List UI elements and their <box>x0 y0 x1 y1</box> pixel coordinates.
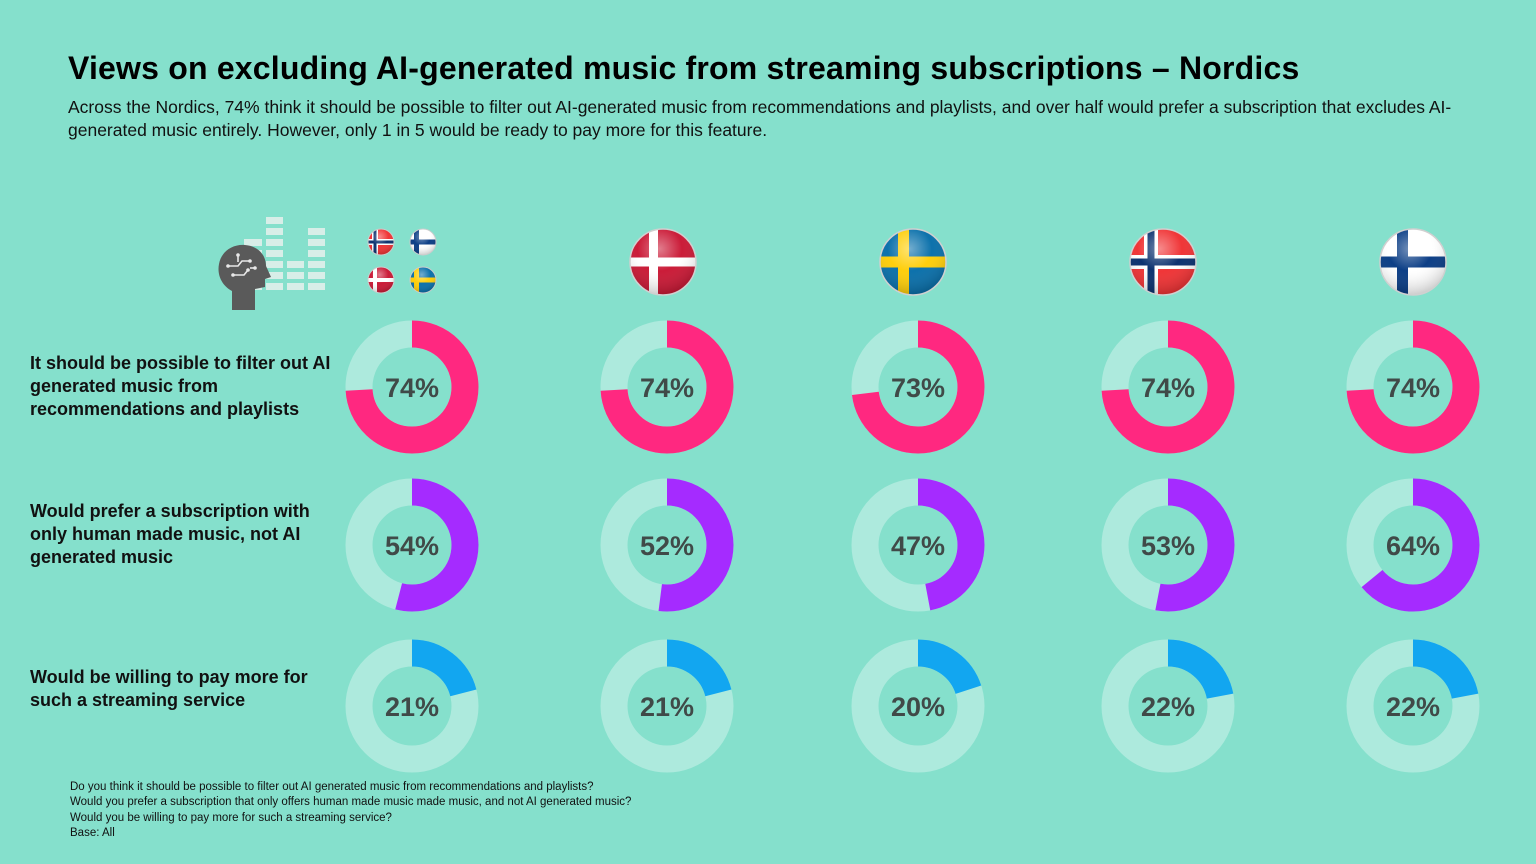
footnote-question-1: Do you think it should be possible to fi… <box>70 781 594 793</box>
donut-pay-more-nordics-value-label: 21% <box>385 692 439 722</box>
donut-human-only-finland: 64% <box>1346 478 1480 612</box>
donut-pay-more-finland-value-label: 22% <box>1386 692 1440 722</box>
donut-pay-more-denmark-value-label: 21% <box>640 692 694 722</box>
donut-filter-sweden-value-label: 73% <box>891 373 945 403</box>
donut-filter-norway-value-label: 74% <box>1141 373 1195 403</box>
donut-pay-more-finland: 22% <box>1346 639 1480 773</box>
finland-flag-icon <box>1379 228 1447 296</box>
donut-filter-nordics-value-arc <box>345 320 479 454</box>
donut-filter-finland-value-arc <box>1346 320 1480 454</box>
donut-human-only-nordics-value-label: 54% <box>385 531 439 561</box>
donut-human-only-denmark: 52% <box>600 478 734 612</box>
donut-human-only-sweden: 47% <box>851 478 985 612</box>
donut-filter-sweden-value-arc <box>851 320 985 454</box>
denmark-flag-icon <box>629 228 697 296</box>
page-subtitle: Across the Nordics, 74% think it should … <box>68 97 1452 140</box>
page-title: Views on excluding AI-generated music fr… <box>68 50 1300 86</box>
donut-human-only-norway: 53% <box>1101 478 1235 612</box>
donut-pay-more-nordics: 21% <box>345 639 479 773</box>
donut-filter-denmark-value-arc <box>600 320 734 454</box>
donut-pay-more-denmark: 21% <box>600 639 734 773</box>
row-label-pay-more: Would be willing to pay more for such a … <box>30 667 308 710</box>
donut-pay-more-sweden-value-arc <box>851 639 985 773</box>
nordics-four-flags-icon <box>367 228 437 294</box>
footnote-question-2: Would you prefer a subscription that onl… <box>70 796 632 809</box>
donut-filter-nordics-value-label: 74% <box>385 373 439 403</box>
footnote-question-3: Would you be willing to pay more for suc… <box>70 811 392 824</box>
donut-filter-sweden: 73% <box>851 320 985 454</box>
donut-filter-norway: 74% <box>1101 320 1235 454</box>
donut-filter-norway-value-arc <box>1101 320 1235 454</box>
donuts-layer: 74% 74% 73% 74% 74% 54% 52% 47% 53% 64% 21% 21% 20% 2… <box>345 320 1480 773</box>
donut-filter-finland-value-label: 74% <box>1386 373 1440 403</box>
donut-filter-nordics: 74% <box>345 320 479 454</box>
donut-filter-finland: 74% <box>1346 320 1480 454</box>
donut-filter-denmark: 74% <box>600 320 734 454</box>
donut-human-only-norway-value-label: 53% <box>1141 531 1195 561</box>
donut-pay-more-nordics-value-arc <box>345 639 479 773</box>
sweden-flag-icon <box>879 228 947 296</box>
footnotes: Do you think it should be possible to fi… <box>70 780 631 841</box>
donut-human-only-sweden-value-arc <box>851 478 985 612</box>
donut-filter-denmark-value-label: 74% <box>640 373 694 403</box>
row-label-filter: It should be possible to filter out AI g… <box>30 353 331 419</box>
donut-human-only-finland-value-arc <box>1346 478 1480 612</box>
donut-pay-more-sweden-value-label: 20% <box>891 692 945 722</box>
donut-human-only-norway-value-arc <box>1101 478 1235 612</box>
row-label-human-only: Would prefer a subscription with only hu… <box>30 501 310 567</box>
donut-human-only-sweden-value-label: 47% <box>891 531 945 561</box>
donut-pay-more-sweden: 20% <box>851 639 985 773</box>
donut-pay-more-finland-value-arc <box>1346 639 1480 773</box>
donut-pay-more-norway-value-label: 22% <box>1141 692 1195 722</box>
donut-human-only-finland-value-label: 64% <box>1386 531 1440 561</box>
footnote-base: Base: All <box>70 826 115 839</box>
donut-human-only-nordics: 54% <box>345 478 479 612</box>
norway-flag-icon <box>1129 228 1197 296</box>
donut-pay-more-norway-value-arc <box>1101 639 1235 773</box>
donut-human-only-nordics-value-arc <box>345 478 479 612</box>
donut-human-only-denmark-value-arc <box>600 478 734 612</box>
donut-human-only-denmark-value-label: 52% <box>640 531 694 561</box>
donut-pay-more-norway: 22% <box>1101 639 1235 773</box>
donut-pay-more-denmark-value-arc <box>600 639 734 773</box>
ai-head-equalizer-icon <box>218 217 325 310</box>
